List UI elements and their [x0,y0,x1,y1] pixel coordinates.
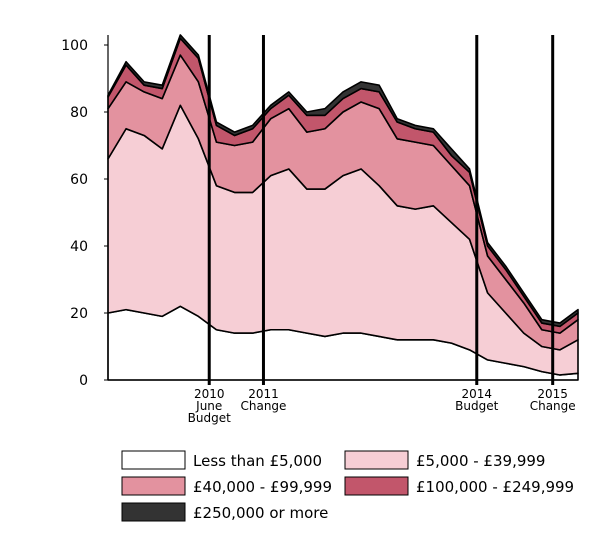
x-tick-line: 2010 [194,387,225,401]
legend-swatch [121,476,186,496]
legend-swatch [121,502,186,522]
area [107,34,579,328]
x-tick-label: 2014 Budget [455,387,498,413]
y-tick-label: 60 [70,172,88,188]
x-tick-line: Change [240,399,286,413]
legend-swatch [121,450,186,470]
legend-label: £40,000 - £99,999 [193,478,332,496]
legend-swatch [344,450,409,470]
legend-label: £250,000 or more [193,504,328,522]
x-tick-line: Budget [455,399,498,413]
x-tick-line: Change [530,399,576,413]
y-tick-label: 80 [70,105,88,121]
x-tick-line: June [195,399,222,413]
y-tick-label: 40 [70,239,88,255]
x-tick-line: 2014 [461,387,492,401]
legend-label: Less than £5,000 [193,452,322,470]
y-tick-label: 0 [79,373,88,389]
legend-swatch [344,476,409,496]
legend-label: £5,000 - £39,999 [416,452,545,470]
y-tick-label: 100 [61,38,88,54]
y-tick-label: 20 [70,306,88,322]
x-tick-label: 2010 June Budget [188,387,231,425]
x-tick-label: 2015 Change [530,387,576,413]
x-tick-line: Budget [188,411,231,425]
x-tick-line: 2015 [537,387,568,401]
x-tick-line: 2011 [248,387,279,401]
x-tick-label: 2011 Change [240,387,286,413]
legend-label: £100,000 - £249,999 [416,478,574,496]
